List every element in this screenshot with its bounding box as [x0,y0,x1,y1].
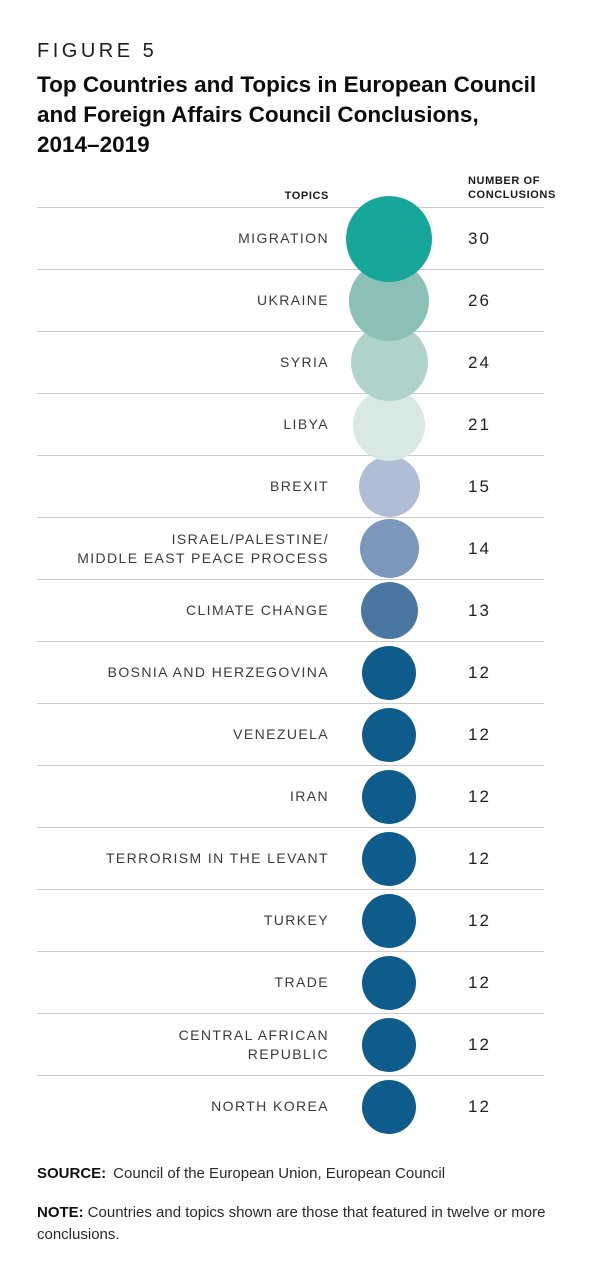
conclusions-count: 26 [468,290,491,310]
figure-title-line-3: 2014–2019 [37,132,150,157]
note-text: Countries and topics shown are those tha… [37,1204,546,1243]
topic-label: IRAN [289,788,329,804]
topic-label: CENTRAL AFRICAN REPUBLIC [178,1026,329,1062]
conclusions-count: 12 [468,786,491,806]
bubble-cell [329,456,449,517]
conclusions-count: 12 [468,662,491,682]
bubble-cell [329,582,449,639]
bubble-chart: TOPICS NUMBER OF CONCLUSIONS MIGRATION 3… [37,174,556,1137]
topic-label: LIBYA [283,416,329,432]
conclusions-count: 12 [468,1034,491,1054]
chart-header: TOPICS NUMBER OF CONCLUSIONS [37,174,556,207]
bubble-cell [329,769,449,824]
topic-label: NORTH KOREA [211,1098,329,1114]
bubble-cell [329,195,449,282]
value-bubble [362,893,416,948]
conclusions-count: 21 [468,414,491,434]
table-row: CLIMATE CHANGE 13 [37,579,544,641]
value-bubble [362,707,416,762]
table-row: CENTRAL AFRICAN REPUBLIC 12 [37,1013,544,1075]
value-bubble [362,769,416,824]
topic-label: ISRAEL/PALESTINE/MIDDLE EAST PEACE PROCE… [77,530,329,566]
topic-label: TRADE [274,974,329,990]
conclusions-count: 30 [468,228,491,248]
bubble-cell [329,955,449,1010]
bubble-cell [329,707,449,762]
bubble-cell [329,831,449,886]
table-row: BREXIT 15 [37,455,544,517]
table-row: VENEZUELA 12 [37,703,544,765]
figure-title: Top Countries and Topics in European Cou… [37,70,560,160]
topic-label: TERRORISM IN THE LEVANT [105,850,329,866]
chart-rows: MIGRATION 30 UKRAINE 26 SYRIA 24 LIBYA 2… [37,195,544,1137]
table-row: IRAN 12 [37,765,544,827]
value-bubble [362,645,416,700]
table-row: UKRAINE 26 [37,260,544,341]
topic-label: VENEZUELA [233,726,329,742]
figure-title-line-2: and Foreign Affairs Council Conclusions, [37,102,479,127]
source-label: SOURCE: [37,1165,107,1182]
bubble-cell [329,519,449,578]
bubble-cell [329,893,449,948]
topic-label: UKRAINE [256,292,329,308]
table-row: TRADE 12 [37,951,544,1013]
conclusions-count: 24 [468,352,491,372]
note-line: NOTE: Countries and topics shown are thos… [37,1202,562,1246]
table-row: MIGRATION 30 [37,195,544,282]
value-bubble [346,195,432,282]
figure-title-line-1: Top Countries and Topics in European Cou… [37,72,537,97]
bubble-cell [329,1017,449,1072]
source-line: SOURCE: Council of the European Union, Eu… [37,1163,560,1185]
conclusions-count: 12 [468,724,491,744]
column-header-number-of-conclusions: NUMBER OF CONCLUSIONS [468,175,556,201]
conclusions-count: 12 [468,910,491,930]
note-label: NOTE: [37,1204,84,1221]
conclusions-count: 14 [468,538,491,558]
source-text: Council of the European Union, European … [113,1165,446,1182]
table-row: BOSNIA AND HERZEGOVINA 12 [37,641,544,703]
table-row: TERRORISM IN THE LEVANT 12 [37,827,544,889]
figure-number: FIGURE 5 [37,40,158,62]
conclusions-count: 15 [468,476,491,496]
conclusions-count: 12 [468,848,491,868]
bubble-cell [329,645,449,700]
topic-label: TURKEY [263,912,329,928]
conclusions-count: 13 [468,600,491,620]
topic-label: BREXIT [270,478,329,494]
value-bubble [360,582,418,639]
bubble-cell [329,1079,449,1134]
conclusions-count: 12 [468,972,491,992]
table-row: LIBYA 21 [37,388,544,461]
topic-label: BOSNIA AND HERZEGOVINA [107,664,329,680]
value-bubble [362,831,416,886]
topic-label: CLIMATE CHANGE [185,602,329,618]
conclusions-count: 12 [468,1096,491,1116]
table-row: NORTH KOREA 12 [37,1075,544,1137]
value-bubble [359,519,419,578]
value-bubble [362,1017,416,1072]
table-row: SYRIA 24 [37,324,544,401]
column-header-topics: TOPICS [284,190,329,202]
topic-label: SYRIA [279,354,329,370]
value-bubble [358,456,420,517]
value-bubble [362,955,416,1010]
table-row: TURKEY 12 [37,889,544,951]
value-bubble [362,1079,416,1134]
table-row: ISRAEL/PALESTINE/MIDDLE EAST PEACE PROCE… [37,517,544,579]
topic-label: MIGRATION [238,230,329,246]
